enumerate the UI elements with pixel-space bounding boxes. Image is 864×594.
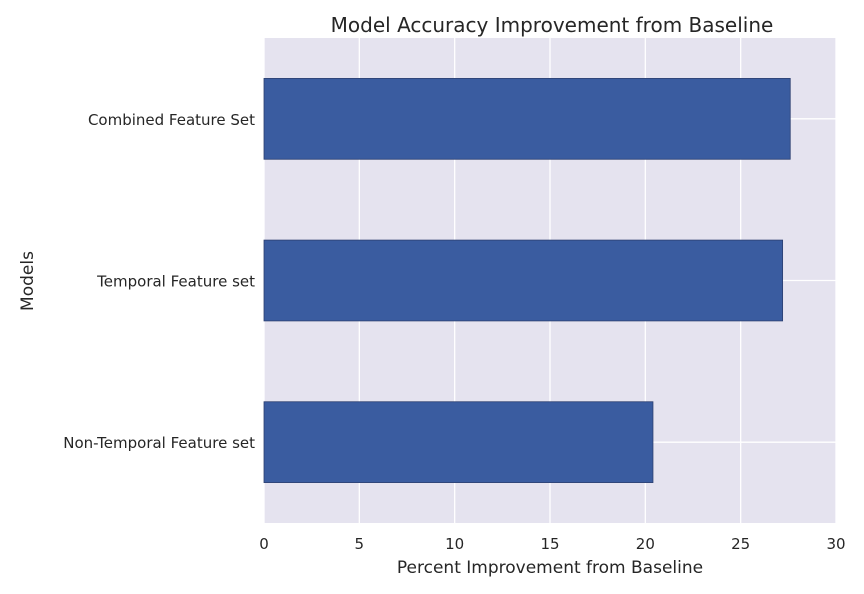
y-category-labels: Combined Feature Set Temporal Feature set…	[63, 111, 255, 452]
x-tick-label: 10	[445, 535, 464, 553]
bars	[263, 78, 791, 483]
x-axis-label: Percent Improvement from Baseline	[397, 558, 703, 578]
bar-non-temporal-feature-set	[263, 401, 654, 483]
x-tick-label: 30	[826, 535, 845, 553]
category-label: Temporal Feature set	[96, 273, 255, 291]
x-tick-label: 0	[259, 535, 269, 553]
chart-title: Model Accuracy Improvement from Baseline	[331, 13, 774, 37]
x-tick-label: 25	[731, 535, 750, 553]
bar-combined-feature-set	[263, 78, 791, 160]
category-label: Combined Feature Set	[88, 111, 255, 129]
x-tick-labels: 0 5 10 15 20 25 30	[259, 535, 845, 553]
y-axis-label: Models	[18, 251, 38, 311]
x-tick-label: 5	[355, 535, 365, 553]
bar-temporal-feature-set	[263, 239, 784, 322]
category-label: Non-Temporal Feature set	[63, 434, 255, 452]
x-tick-label: 20	[636, 535, 655, 553]
x-tick-label: 15	[540, 535, 559, 553]
